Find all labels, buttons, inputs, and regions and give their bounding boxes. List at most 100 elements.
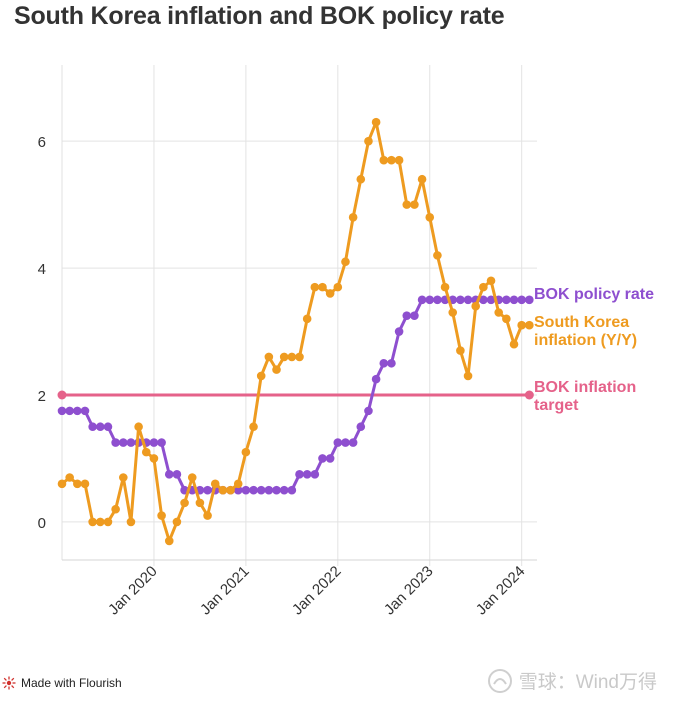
data-point [486, 295, 496, 305]
data-point [318, 454, 327, 463]
data-point [302, 470, 312, 479]
data-point [256, 371, 266, 381]
data-point [65, 473, 74, 482]
data-point [456, 295, 465, 305]
made-with-flourish[interactable]: Made with Flourish [2, 676, 122, 690]
data-point [364, 136, 373, 146]
chart-title: South Korea inflation and BOK policy rat… [14, 2, 505, 30]
flourish-logo-icon [2, 676, 16, 690]
data-point [463, 371, 473, 381]
reference-line-label: BOK inflation target [534, 379, 636, 414]
data-point [210, 479, 220, 489]
data-point [387, 155, 396, 165]
data-point [226, 485, 235, 495]
data-point [325, 289, 335, 298]
data-point [264, 485, 274, 495]
data-point [233, 479, 243, 489]
data-point [348, 438, 358, 447]
data-point [463, 295, 473, 305]
data-point [387, 358, 396, 368]
data-point [371, 117, 381, 127]
data-point [525, 295, 534, 305]
data-point [203, 511, 212, 520]
data-point [341, 438, 350, 447]
data-point [103, 517, 113, 527]
axes: 0 2 4 6 Jan 2020 Jan 2021 Jan 2022 Jan 2023 Jan … [38, 65, 537, 618]
series-label: BOK policy rate [534, 286, 654, 303]
data-point [80, 479, 90, 489]
data-point [348, 213, 358, 222]
data-point [180, 498, 189, 508]
data-point [249, 485, 258, 495]
data-point [126, 438, 136, 447]
data-point [65, 406, 74, 416]
data-point [172, 470, 182, 479]
data-point [425, 295, 435, 305]
data-point [456, 346, 465, 355]
data-point [425, 213, 435, 222]
data-point [279, 352, 289, 362]
data-point [203, 485, 212, 495]
reference-line-marker [57, 390, 67, 400]
data-point [287, 485, 297, 495]
data-point [57, 479, 67, 489]
x-tick-label: Jan 2024 [473, 563, 529, 619]
data-point [402, 200, 412, 209]
data-point [341, 257, 350, 267]
data-point [272, 365, 281, 374]
data-point [440, 282, 450, 292]
data-point [295, 352, 304, 362]
data-point [356, 174, 366, 184]
data-point [433, 251, 442, 260]
data-point [111, 438, 120, 447]
series-label: South Korea inflation (Y/Y) [534, 314, 637, 349]
data-point [157, 438, 166, 447]
data-point [364, 406, 373, 416]
data-point [302, 314, 312, 324]
data-point [111, 504, 120, 514]
data-point [318, 282, 327, 292]
data-point [88, 422, 97, 432]
data-point [149, 438, 159, 447]
y-tick-label: 0 [38, 515, 46, 532]
data-point [525, 320, 534, 330]
data-point [379, 358, 389, 368]
data-point [517, 320, 526, 330]
data-point [187, 473, 197, 482]
data-point [417, 295, 427, 305]
data-point [509, 295, 519, 305]
data-point [264, 352, 274, 362]
data-point [333, 438, 343, 447]
y-tick-label: 6 [38, 134, 46, 151]
data-point [433, 295, 442, 305]
x-tick-label: Jan 2022 [289, 563, 345, 619]
data-point [73, 406, 82, 416]
data-point [256, 485, 266, 495]
data-point [96, 422, 105, 432]
reference-lines [57, 390, 534, 400]
data-point [118, 473, 128, 482]
made-with-flourish-text: Made with Flourish [21, 676, 122, 690]
data-point [410, 200, 419, 209]
data-point [249, 422, 258, 432]
data-point [103, 422, 113, 432]
data-point [279, 485, 289, 495]
data-point [379, 155, 389, 165]
y-tick-label: 4 [38, 261, 46, 278]
data-point [479, 282, 488, 292]
data-point [494, 308, 503, 317]
data-point [88, 517, 97, 527]
data-point [149, 454, 159, 463]
data-point [509, 339, 519, 349]
data-point [118, 438, 128, 447]
data-point [218, 485, 228, 495]
data-point [517, 295, 526, 305]
data-point [502, 314, 511, 324]
data-point [195, 498, 205, 508]
data-point [402, 311, 412, 320]
snowball-logo-icon [487, 668, 512, 693]
data-point [448, 308, 458, 317]
data-point [164, 536, 174, 546]
data-point [417, 174, 427, 184]
data-point [141, 447, 151, 457]
